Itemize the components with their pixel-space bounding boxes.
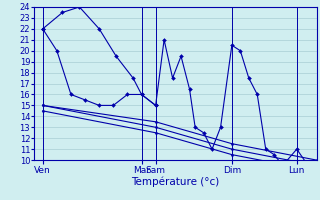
X-axis label: Température (°c): Température (°c) — [131, 176, 220, 187]
